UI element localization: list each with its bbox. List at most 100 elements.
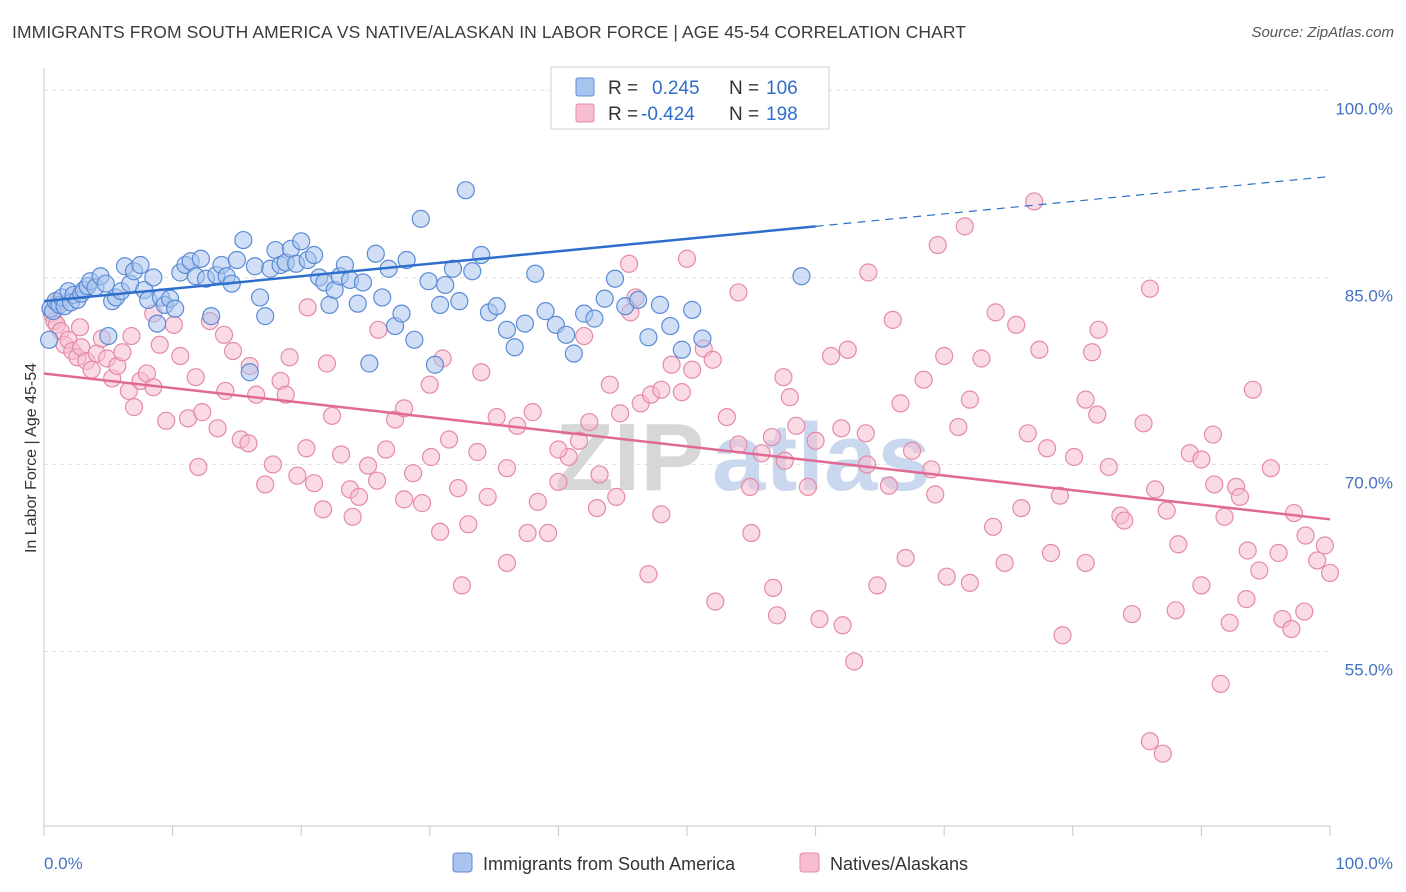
data-point [478, 487, 497, 506]
y-tick-label: 85.0% [1345, 286, 1393, 305]
data-point [798, 477, 817, 497]
data-point [1230, 487, 1250, 506]
data-point [70, 318, 90, 337]
data-point [419, 272, 438, 291]
data-point [1169, 535, 1188, 554]
data-point [833, 616, 852, 635]
data-point [995, 553, 1014, 573]
data-point [144, 268, 163, 287]
data-point [960, 390, 980, 409]
data-point [1320, 563, 1340, 583]
data-point [189, 457, 208, 477]
trend-line-immigrants [43, 225, 816, 303]
data-point [672, 340, 691, 359]
data-point [585, 309, 604, 328]
data-point [569, 431, 589, 450]
data-point [40, 330, 59, 349]
data-point [227, 250, 246, 270]
data-point [208, 419, 227, 438]
data-point [439, 430, 459, 449]
data-point [1296, 526, 1315, 545]
bottom-legend-swatch-pink [799, 852, 820, 873]
data-point [239, 434, 258, 453]
legend-r-value-2: -0.424 [641, 104, 695, 125]
data-point [1237, 590, 1256, 609]
data-point [767, 606, 787, 625]
data-point [564, 344, 583, 363]
data-point [652, 505, 671, 524]
data-point [166, 299, 185, 318]
data-point [832, 419, 851, 438]
data-point [928, 235, 947, 255]
data-point [304, 474, 324, 493]
data-point [1025, 192, 1044, 211]
data-point [652, 380, 671, 399]
data-point [348, 294, 367, 313]
data-point [960, 573, 980, 593]
data-point [650, 295, 670, 314]
data-point [926, 485, 945, 504]
data-point [1308, 551, 1327, 570]
trend-line-natives [43, 372, 1331, 521]
watermark-atlas: atlas [712, 404, 931, 511]
data-point [914, 370, 933, 389]
data-point [1282, 619, 1301, 639]
data-point [518, 523, 537, 543]
data-point [412, 494, 432, 513]
correlation-legend: R = 0.245 N = 106 R = -0.424 N = 198 [550, 66, 830, 130]
data-point [549, 472, 568, 492]
bottom-legend-label-1: Immigrants from South America [483, 854, 736, 874]
data-point [838, 340, 857, 359]
data-point [857, 455, 877, 474]
data-point [360, 354, 379, 373]
data-point [859, 263, 878, 282]
data-point [806, 431, 825, 450]
data-point [304, 245, 324, 265]
data-point [821, 346, 841, 366]
x-tick-label: 0.0% [44, 854, 83, 873]
data-point [845, 652, 864, 671]
data-point [405, 330, 424, 349]
data-point [1140, 732, 1160, 751]
data-point [902, 441, 922, 460]
data-point [373, 288, 392, 307]
data-point [536, 302, 555, 321]
data-point [515, 314, 535, 333]
data-point [234, 230, 253, 250]
data-point [600, 375, 619, 394]
data-point [472, 363, 491, 382]
data-point [99, 326, 118, 346]
data-point [575, 326, 594, 346]
data-point [937, 567, 956, 586]
data-point [497, 553, 517, 573]
data-point [450, 292, 469, 311]
axes [43, 68, 1331, 836]
data-point [193, 403, 212, 422]
y-axis-title: In Labor Force | Age 45-54 [23, 363, 40, 553]
data-point [82, 360, 101, 379]
data-point [523, 403, 542, 422]
data-point [276, 385, 295, 404]
data-point [742, 523, 761, 543]
chart-title: IMMIGRANTS FROM SOUTH AMERICA VS NATIVE/… [12, 22, 967, 42]
data-point [421, 447, 441, 467]
legend-n-value-2: 198 [766, 104, 798, 125]
bottom-legend-label-2: Natives/Alaskans [830, 854, 968, 874]
data-point [868, 576, 887, 595]
data-point [1037, 439, 1057, 458]
data-point [256, 475, 275, 494]
data-point [677, 249, 697, 268]
data-point [672, 383, 691, 402]
data-point [1115, 511, 1134, 530]
data-point [247, 385, 266, 404]
data-point [986, 303, 1005, 322]
data-point [297, 439, 316, 458]
data-point [693, 329, 712, 348]
data-point [452, 576, 472, 595]
data-point [148, 314, 167, 333]
data-point [1261, 459, 1280, 478]
data-point [403, 464, 423, 483]
data-point [1205, 475, 1224, 494]
data-point [1203, 425, 1223, 444]
data-point [1269, 543, 1288, 563]
